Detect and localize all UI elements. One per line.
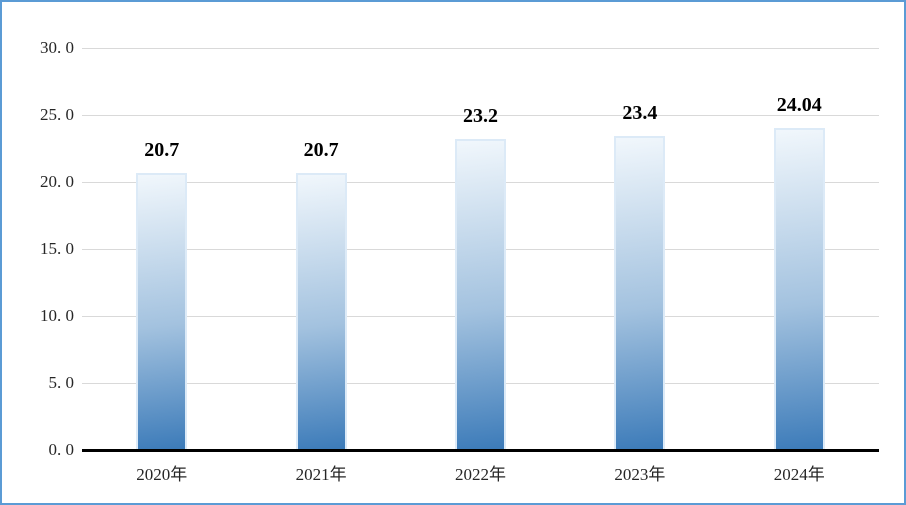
gridline: [82, 47, 879, 49]
bar-data-label: 23.2: [463, 105, 498, 128]
bar-data-label: 20.7: [303, 138, 339, 161]
bar-data-label: 23.4: [622, 102, 658, 125]
y-axis-tick-label: 10. 0: [40, 306, 74, 325]
bar: [295, 172, 347, 451]
gridline: [82, 114, 879, 116]
y-axis-tick-label: 30. 0: [40, 38, 74, 57]
y-axis-tick-label: 5. 0: [48, 373, 75, 392]
x-axis-tick-label: 2023年: [614, 465, 666, 484]
x-axis-tick-label: 2022年: [455, 465, 506, 484]
x-axis-tick-label: 2021年: [295, 465, 347, 484]
bar-data-label: 24.04: [776, 93, 822, 116]
x-axis-tick-label: 2020年: [136, 465, 188, 484]
y-axis-tick-label: 0. 0: [48, 440, 75, 459]
bar: [455, 139, 506, 451]
x-axis-tick-label: 2024年: [773, 465, 825, 484]
y-axis-tick-label: 15. 0: [40, 239, 74, 258]
bar: [136, 172, 188, 451]
bar-data-label: 20.7: [144, 138, 180, 161]
x-axis-line: [82, 449, 879, 452]
y-axis-tick-label: 20. 0: [40, 172, 74, 191]
bar: [773, 127, 825, 451]
bar: [614, 136, 666, 451]
y-axis-tick-label: 25. 0: [40, 105, 74, 124]
